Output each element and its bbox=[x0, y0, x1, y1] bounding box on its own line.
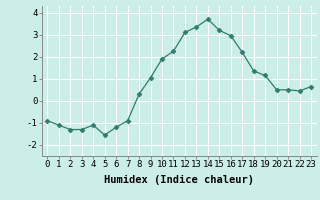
X-axis label: Humidex (Indice chaleur): Humidex (Indice chaleur) bbox=[104, 175, 254, 185]
